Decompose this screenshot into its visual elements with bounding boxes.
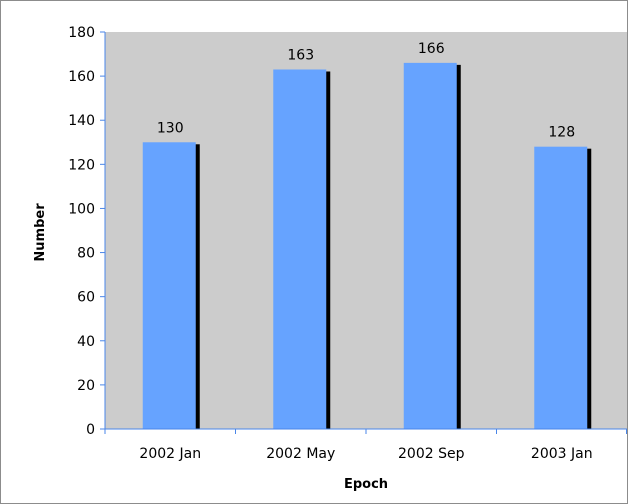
bar	[273, 69, 327, 429]
x-axis-ticks: 2002 Jan 2002 May 2002 Sep 2003 Jan	[104, 429, 627, 462]
x-tick-label: 2002 Sep	[398, 446, 465, 462]
y-tick-label: 100	[68, 201, 95, 217]
bar	[403, 62, 457, 429]
y-tick-label: 20	[77, 378, 95, 394]
bar-value-label: 128	[548, 125, 575, 141]
bar-value-label: 163	[287, 47, 314, 63]
x-axis-title: Epoch	[344, 477, 388, 492]
bar-value-label: 130	[157, 120, 184, 136]
bars: 130 163 166 128	[142, 41, 592, 429]
y-tick-label: 80	[77, 246, 95, 262]
bar	[142, 142, 196, 429]
y-tick-label: 140	[68, 113, 95, 129]
y-tick-label: 0	[86, 422, 95, 438]
bar	[534, 146, 588, 429]
y-tick-label: 180	[68, 25, 95, 41]
x-tick-label: 2002 Jan	[139, 446, 201, 462]
y-tick-label: 40	[77, 334, 95, 350]
y-tick-label: 160	[68, 69, 95, 85]
bar-value-label: 166	[418, 41, 445, 57]
y-tick-label: 120	[68, 157, 95, 173]
y-axis-ticks: 0 20 40 60 80 100 120 140 160 180	[68, 25, 105, 438]
x-tick-label: 2002 May	[266, 446, 335, 462]
y-axis-title: Number	[33, 203, 48, 262]
x-tick-label: 2003 Jan	[531, 446, 593, 462]
y-tick-label: 60	[77, 290, 95, 306]
